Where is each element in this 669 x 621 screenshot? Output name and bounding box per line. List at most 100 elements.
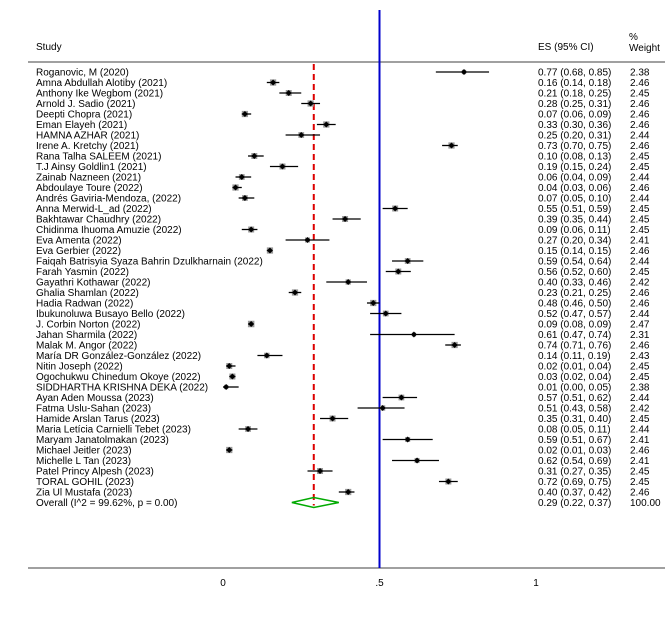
study-row: Michael Jeitler (2023) 0.02 (0.01, 0.03) 2… <box>36 446 650 457</box>
study-point-marker <box>370 300 377 306</box>
study-point-marker <box>263 352 270 359</box>
study-weight: 2.46 <box>630 446 650 457</box>
study-name: Deepti Chopra (2021) <box>36 110 132 121</box>
study-weight: 2.46 <box>630 99 650 110</box>
study-es-ci: 0.39 (0.35, 0.44) <box>538 215 611 226</box>
study-name: Arnold J. Sadio (2021) <box>36 99 136 110</box>
study-row: María DR González-González (2022) 0.14 (0… <box>36 351 650 362</box>
study-weight: 2.44 <box>630 393 650 404</box>
study-row: Patel Princy Alpesh (2023) 0.31 (0.27, 0.… <box>36 467 650 478</box>
study-name: Chidinma Ihuoma Amuzie (2022) <box>36 225 182 236</box>
study-name: Maryam Janatolmakan (2023) <box>36 435 169 446</box>
study-weight: 2.45 <box>630 89 650 100</box>
study-point-marker <box>248 226 255 233</box>
study-weight: 2.41 <box>630 236 650 247</box>
study-row: Anna Merwid-L_ad (2022) 0.55 (0.51, 0.59)… <box>36 204 650 215</box>
study-name: Gayathri Kothawar (2022) <box>36 278 151 289</box>
study-es-ci: 0.59 (0.51, 0.67) <box>538 435 611 446</box>
study-row: Andrés Gaviria-Mendoza, (2022) 0.07 (0.05… <box>36 194 650 205</box>
study-name: Hamide Arslan Tarus (2023) <box>36 414 160 425</box>
study-row: Jahan Sharmila (2022) 0.61 (0.47, 0.74) 2.… <box>36 330 650 341</box>
study-weight: 2.45 <box>630 215 650 226</box>
study-row: T.J Ainsy Goldlin1 (2021) 0.19 (0.15, 0.2… <box>36 162 650 173</box>
study-name: Irene A. Kretchy (2021) <box>36 141 139 152</box>
weight-column-header: Weight <box>629 43 660 54</box>
study-name: María DR González-González (2022) <box>36 351 201 362</box>
x-tick-label: 1 <box>533 578 539 589</box>
study-point-marker <box>248 321 255 327</box>
study-es-ci: 0.74 (0.71, 0.76) <box>538 341 611 352</box>
study-point-marker <box>410 331 417 338</box>
study-name: Andrés Gaviria-Mendoza, (2022) <box>36 194 181 205</box>
study-name: Eva Amenta (2022) <box>36 236 122 247</box>
study-es-ci: 0.40 (0.37, 0.42) <box>538 488 611 499</box>
study-weight: 2.45 <box>630 372 650 383</box>
overall-label: Overall (I^2 = 99.62%, p = 0.00) <box>36 498 177 509</box>
study-weight: 2.46 <box>630 120 650 131</box>
study-es-ci: 0.25 (0.20, 0.31) <box>538 131 611 142</box>
study-name: Hadia Radwan (2022) <box>36 299 133 310</box>
study-weight: 2.46 <box>630 488 650 499</box>
study-weight: 2.44 <box>630 425 650 436</box>
study-row: Zia Ul Mustafa (2023) 0.40 (0.37, 0.42) 2.… <box>36 488 650 499</box>
overall-diamond <box>291 496 339 509</box>
study-weight: 2.46 <box>630 110 650 121</box>
study-point-marker <box>232 184 239 191</box>
study-weight: 2.45 <box>630 414 650 425</box>
study-es-ci: 0.01 (0.00, 0.05) <box>538 383 611 394</box>
study-row: Ibukunoluwa Busayo Bello (2022) 0.52 (0.4… <box>36 309 650 320</box>
study-row: Farah Yasmin (2022) 0.56 (0.52, 0.60) 2.45 <box>36 267 650 278</box>
study-row: Abdoulaye Toure (2022) 0.04 (0.03, 0.06) 2… <box>36 183 650 194</box>
study-row: Amna Abdullah Alotiby (2021) 0.16 (0.14, … <box>36 78 650 89</box>
study-name: Abdoulaye Toure (2022) <box>36 183 143 194</box>
study-point-marker <box>291 289 298 296</box>
study-name: Nitin Joseph (2022) <box>36 362 123 373</box>
study-es-ci: 0.07 (0.05, 0.10) <box>538 194 611 205</box>
study-weight: 2.45 <box>630 267 650 278</box>
study-point-marker <box>404 258 411 264</box>
study-weight: 2.45 <box>630 477 650 488</box>
study-es-ci: 0.72 (0.69, 0.75) <box>538 477 611 488</box>
study-weight: 2.45 <box>630 225 650 236</box>
study-name: Ayan Aden Moussa (2023) <box>36 393 154 404</box>
study-weight: 2.43 <box>630 351 650 362</box>
es-column-header: ES (95% CI) <box>538 42 594 53</box>
study-weight: 2.46 <box>630 288 650 299</box>
study-weight: 2.38 <box>630 383 650 394</box>
study-name: Eman Elayeh (2021) <box>36 120 127 131</box>
study-weight: 2.46 <box>630 246 650 257</box>
study-point-marker <box>241 111 248 117</box>
study-weight: 2.46 <box>630 299 650 310</box>
study-row: Roganovic, M (2020) 0.77 (0.68, 0.85) 2.38 <box>36 68 650 79</box>
study-weight: 2.42 <box>630 278 650 289</box>
study-name: Zia Ul Mustafa (2023) <box>36 488 132 499</box>
study-weight: 2.41 <box>630 456 650 467</box>
study-es-ci: 0.73 (0.70, 0.75) <box>538 141 611 152</box>
study-es-ci: 0.33 (0.30, 0.36) <box>538 120 611 131</box>
study-name: Rana Talha SALEEM (2021) <box>36 152 161 163</box>
study-name: Michael Jeitler (2023) <box>36 446 132 457</box>
study-es-ci: 0.14 (0.11, 0.19) <box>538 351 611 362</box>
study-row: Nitin Joseph (2022) 0.02 (0.01, 0.04) 2.45 <box>36 362 650 373</box>
study-es-ci: 0.08 (0.05, 0.11) <box>538 425 611 436</box>
study-name: Ibukunoluwa Busayo Bello (2022) <box>36 309 185 320</box>
study-row: Michelle L Tan (2023) 0.62 (0.54, 0.69) 2.… <box>36 456 650 467</box>
study-row: Maryam Janatolmakan (2023) 0.59 (0.51, 0.… <box>36 435 650 446</box>
study-name: TORAL GOHIL (2023) <box>36 477 134 488</box>
study-point-marker <box>229 373 236 380</box>
study-es-ci: 0.15 (0.14, 0.15) <box>538 246 611 257</box>
study-name: Faiqah Batrisyia Syaza Bahrin Dzulkharna… <box>36 257 263 268</box>
study-es-ci: 0.28 (0.25, 0.31) <box>538 99 611 110</box>
study-name: Anthony Ike Wegbom (2021) <box>36 89 163 100</box>
study-point-marker <box>404 436 411 443</box>
study-point-marker <box>226 447 233 453</box>
study-point-marker <box>342 216 349 222</box>
study-name: Ghalia Shamlan (2022) <box>36 288 139 299</box>
study-weight: 2.44 <box>630 194 650 205</box>
study-point-marker <box>270 79 277 86</box>
study-es-ci: 0.55 (0.51, 0.59) <box>538 204 611 215</box>
study-point-marker <box>241 195 248 201</box>
study-row: Gayathri Kothawar (2022) 0.40 (0.33, 0.46… <box>36 278 650 289</box>
study-es-ci: 0.09 (0.08, 0.09) <box>538 320 611 331</box>
study-weight: 2.46 <box>630 78 650 89</box>
